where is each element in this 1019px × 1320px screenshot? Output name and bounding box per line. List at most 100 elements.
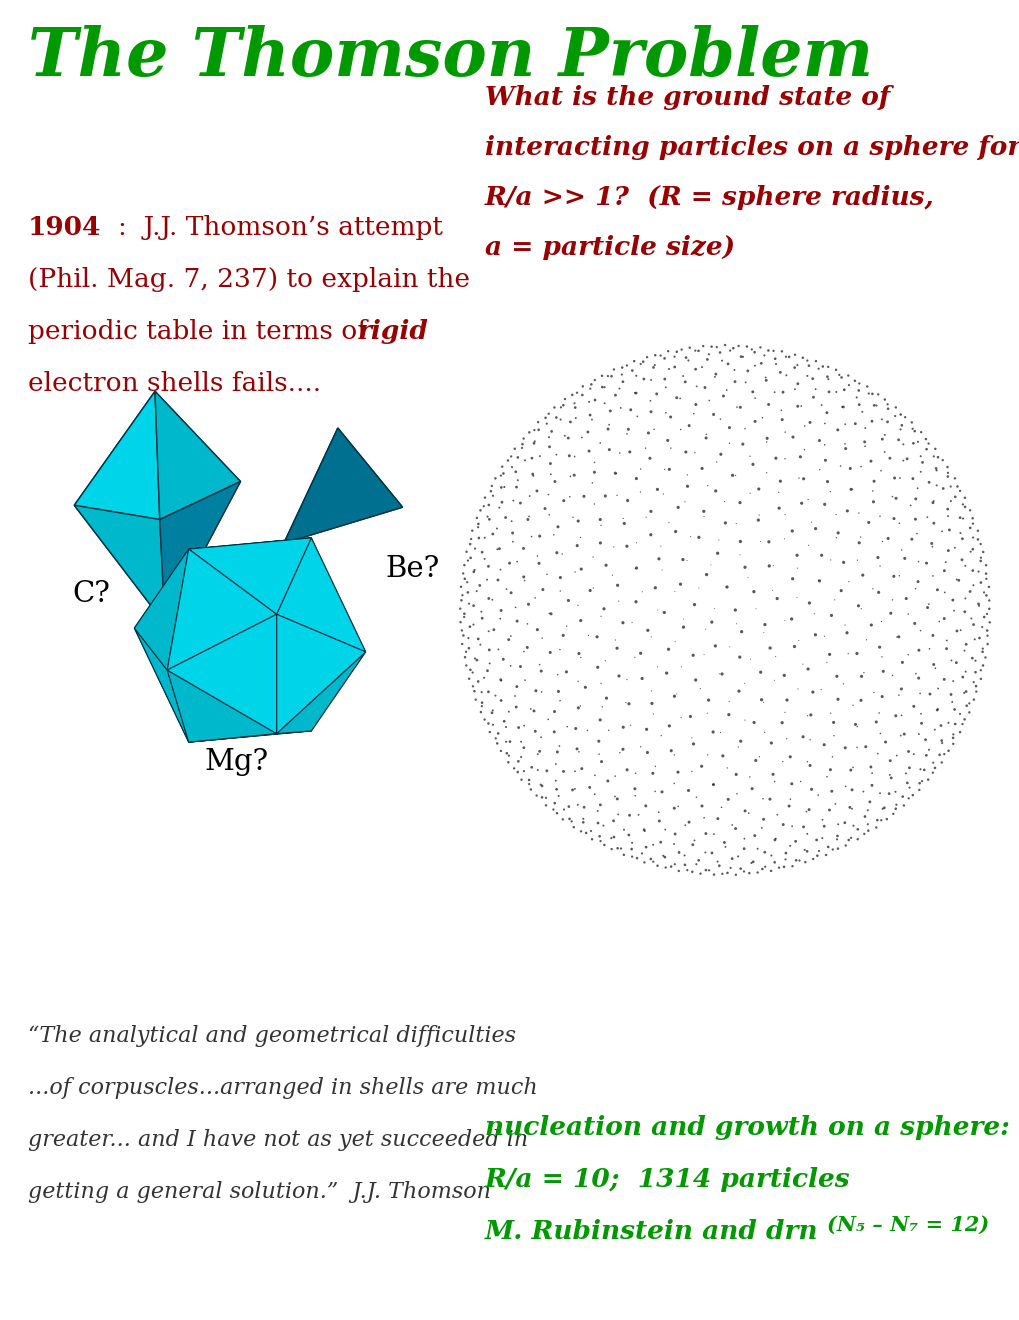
Point: [957, 634, 973, 655]
Point: [506, 438, 523, 459]
Text: “The analytical and geometrical difficulties: “The analytical and geometrical difficul…: [28, 1026, 516, 1047]
Point: [950, 570, 966, 591]
Point: [647, 756, 663, 777]
Point: [710, 663, 727, 684]
Point: [646, 781, 662, 803]
Point: [632, 482, 648, 503]
Point: [644, 851, 660, 873]
Point: [881, 750, 898, 771]
Point: [682, 525, 698, 546]
Point: [924, 752, 941, 774]
Point: [842, 828, 858, 849]
Point: [574, 376, 590, 397]
Point: [481, 508, 497, 529]
Point: [586, 784, 602, 805]
Point: [659, 341, 676, 362]
Point: [814, 356, 830, 378]
Point: [827, 504, 844, 525]
Point: [935, 743, 952, 764]
Point: [488, 733, 504, 754]
Point: [942, 684, 958, 705]
Point: [741, 767, 757, 788]
Point: [972, 668, 988, 689]
Point: [755, 809, 771, 830]
Point: [772, 400, 789, 421]
Point: [575, 812, 591, 833]
Point: [974, 655, 990, 676]
Point: [538, 760, 554, 781]
Point: [580, 624, 596, 645]
Point: [521, 506, 537, 527]
Point: [917, 553, 933, 574]
Point: [877, 809, 894, 830]
Point: [606, 785, 623, 807]
Point: [649, 599, 665, 620]
Point: [714, 746, 731, 767]
Point: [502, 626, 519, 647]
Point: [454, 562, 471, 583]
Text: R/a >> 1?  (R = sphere radius,: R/a >> 1? (R = sphere radius,: [484, 185, 933, 210]
Point: [943, 649, 959, 671]
Polygon shape: [74, 391, 160, 520]
Point: [859, 813, 875, 834]
Point: [892, 404, 908, 425]
Point: [842, 479, 858, 500]
Point: [552, 397, 569, 418]
Point: [746, 388, 762, 409]
Point: [705, 404, 721, 425]
Point: [660, 715, 677, 737]
Point: [723, 814, 740, 836]
Point: [795, 469, 811, 490]
Point: [859, 820, 875, 841]
Point: [516, 642, 532, 663]
Point: [744, 381, 760, 403]
Point: [922, 533, 938, 554]
Point: [571, 643, 587, 664]
Point: [714, 385, 731, 407]
Point: [850, 595, 866, 616]
Point: [751, 746, 767, 767]
Point: [960, 702, 976, 723]
Point: [854, 565, 870, 586]
Polygon shape: [74, 506, 165, 624]
Point: [837, 438, 853, 459]
Point: [895, 450, 911, 471]
Point: [829, 813, 846, 834]
Point: [561, 466, 578, 487]
Point: [806, 624, 822, 645]
Point: [774, 381, 791, 403]
Point: [847, 413, 863, 434]
Point: [946, 467, 962, 488]
Point: [730, 737, 746, 758]
Point: [882, 767, 899, 788]
Point: [556, 388, 573, 409]
Point: [750, 504, 766, 525]
Point: [546, 701, 562, 722]
Point: [457, 568, 473, 589]
Point: [570, 511, 586, 532]
Point: [481, 639, 497, 660]
Point: [541, 642, 557, 663]
Point: [516, 760, 532, 781]
Point: [569, 535, 585, 556]
Point: [837, 776, 853, 797]
Point: [676, 845, 692, 866]
Point: [893, 414, 909, 436]
Point: [800, 355, 816, 376]
Point: [919, 433, 935, 454]
Point: [688, 787, 704, 808]
Point: [768, 804, 785, 825]
Point: [862, 450, 878, 471]
Point: [592, 532, 608, 553]
Point: [560, 808, 577, 829]
Point: [686, 442, 702, 463]
Point: [872, 809, 889, 830]
Point: [893, 705, 909, 726]
Point: [516, 570, 532, 591]
Point: [767, 447, 784, 469]
Point: [473, 601, 489, 622]
Point: [603, 565, 620, 586]
Point: [593, 366, 609, 387]
Point: [907, 488, 923, 510]
Point: [681, 812, 697, 833]
